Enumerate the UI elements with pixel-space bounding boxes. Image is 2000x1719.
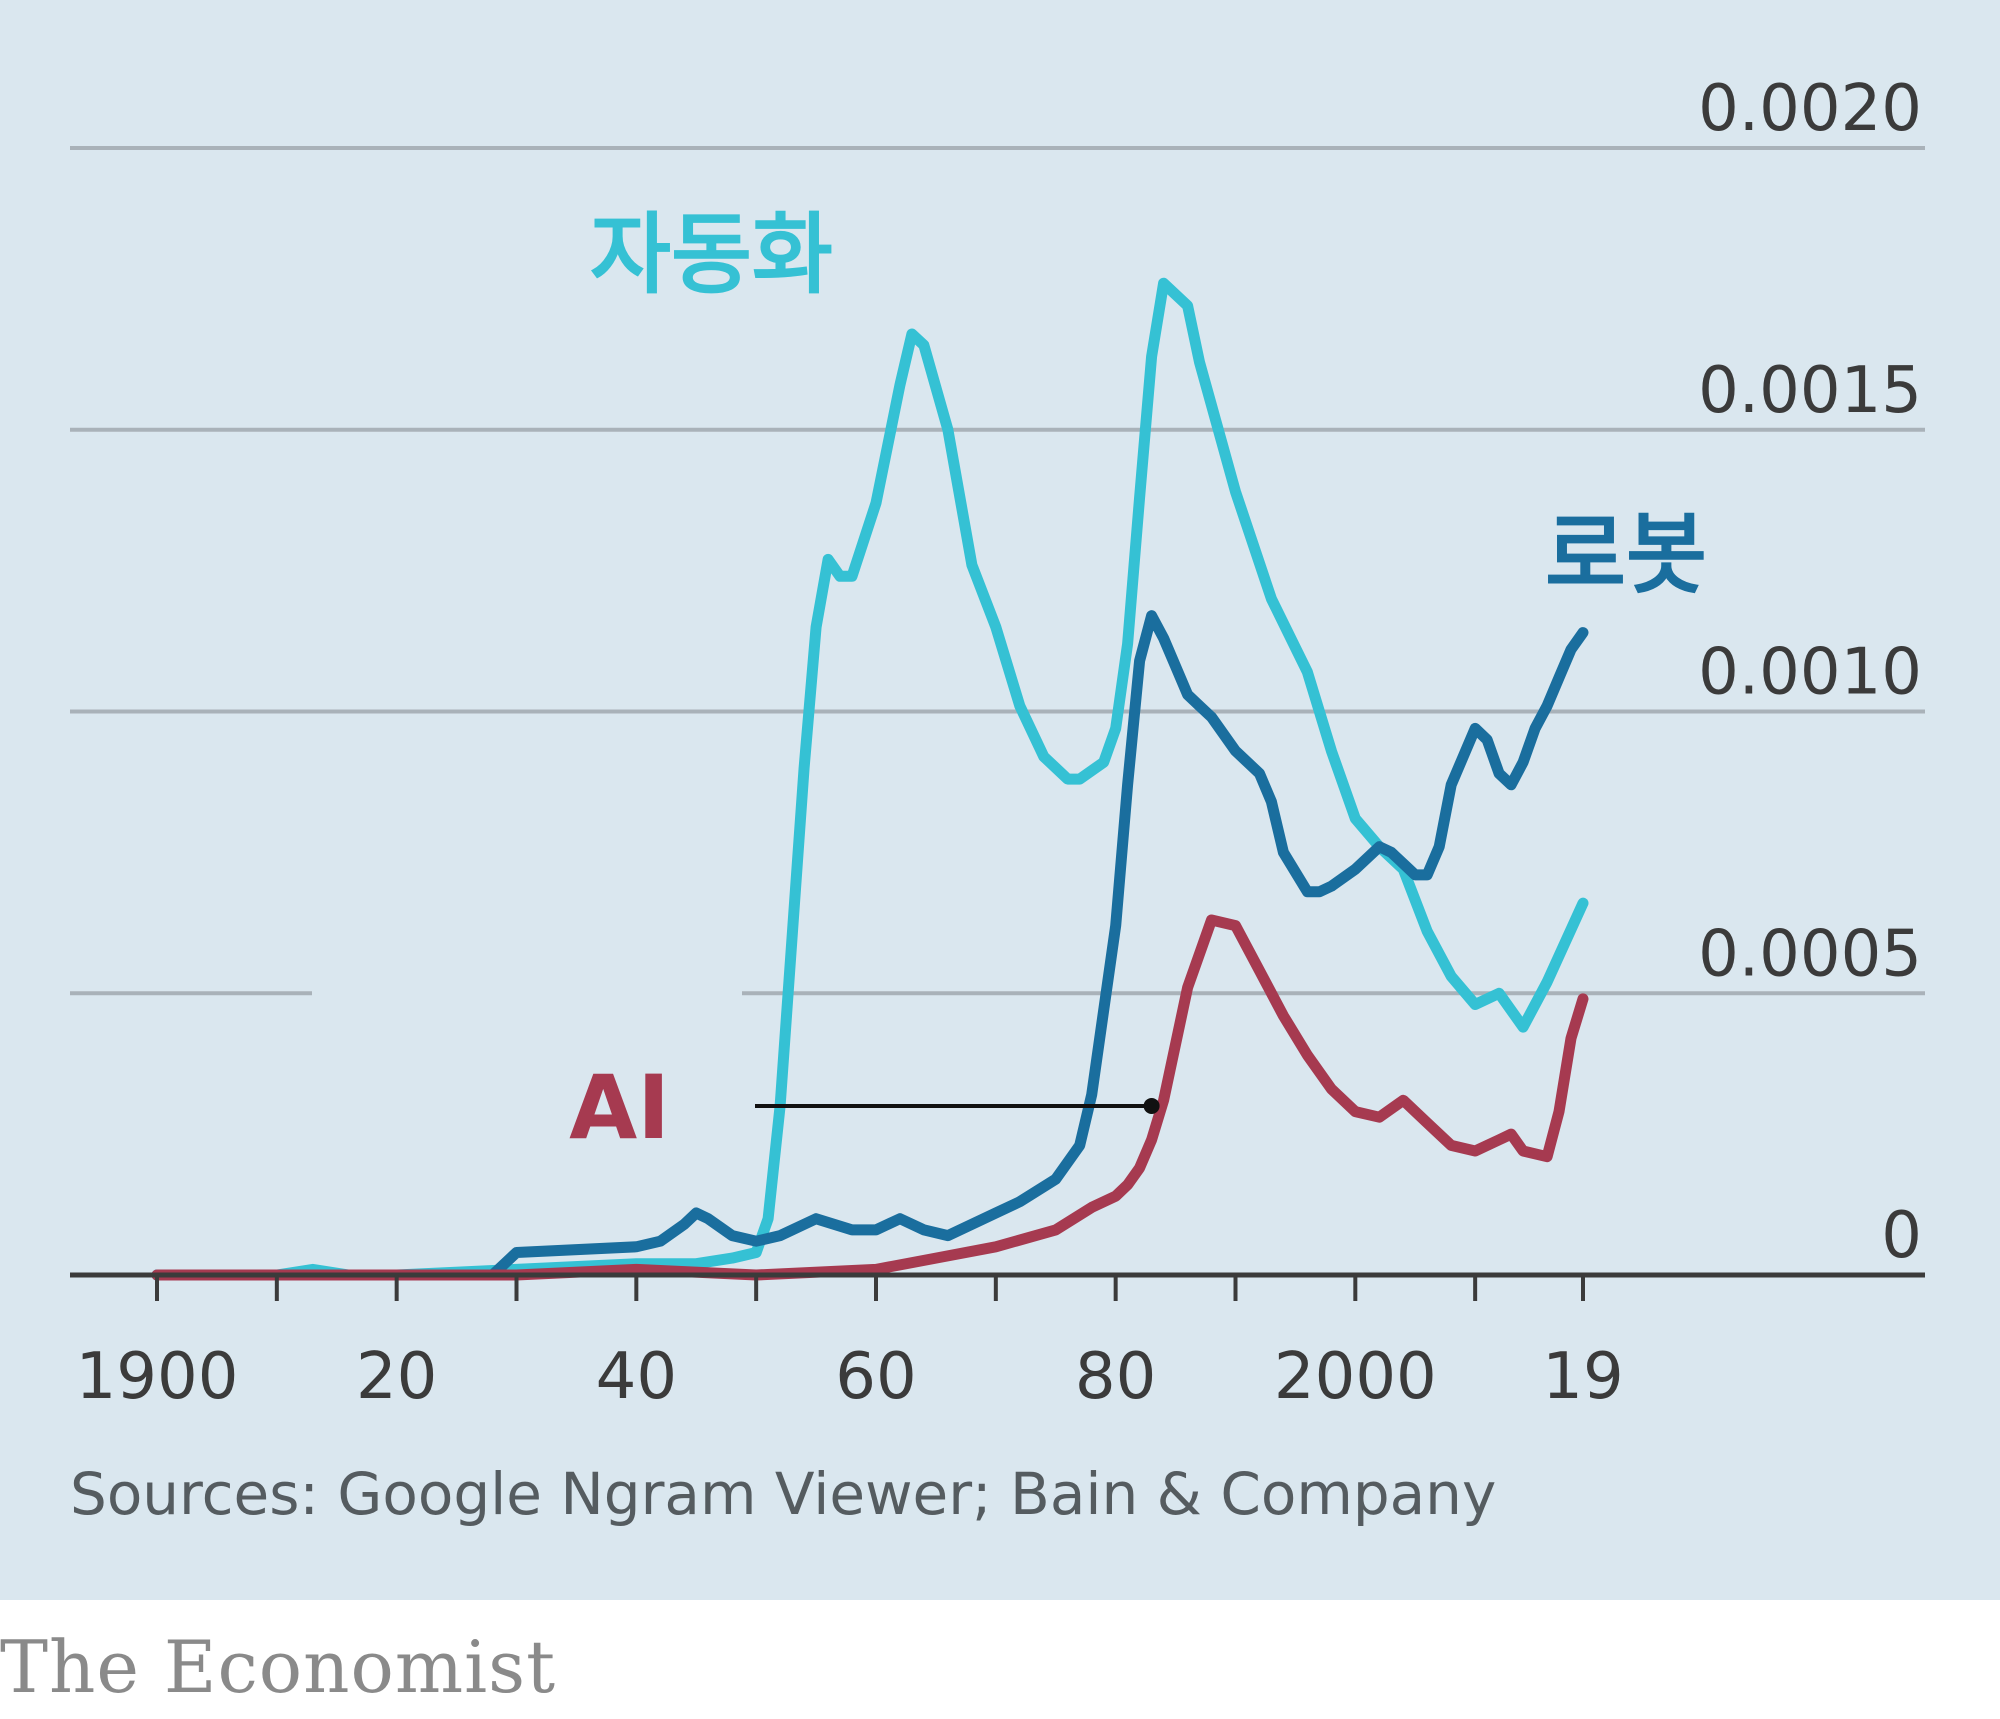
series-line — [151, 914, 1589, 1281]
y-tick-label: 0.0005 — [1698, 917, 1922, 991]
y-tick-label: 0.0010 — [1698, 636, 1922, 710]
series-line — [151, 277, 1589, 1281]
series-label: AI — [569, 1056, 670, 1159]
series-label: 로봇 — [1545, 503, 1707, 606]
x-tick-label: 60 — [835, 1340, 916, 1414]
tick-labels: 0 0.0005 0.0010 0.0015 0.0020 1900 20 40 60 80 200… — [76, 72, 1922, 1414]
x-tick-label: 1900 — [76, 1340, 239, 1414]
source-note: Sources: Google Ngram Viewer; Bain & Com… — [70, 1460, 1497, 1528]
y-tick-label: 0.0015 — [1698, 354, 1922, 428]
x-axis — [70, 1272, 1925, 1301]
x-tick-label: 2000 — [1274, 1340, 1437, 1414]
series-lines — [151, 277, 1589, 1281]
x-tick-label: 40 — [596, 1340, 677, 1414]
x-tick-label: 20 — [356, 1340, 437, 1414]
y-tick-label: 0.0020 — [1698, 72, 1922, 146]
chart-panel: 0 0.0005 0.0010 0.0015 0.0020 1900 20 40 60 80 200… — [0, 0, 2000, 1600]
brand-logo: The Economist — [0, 1625, 557, 1709]
x-tick-label: 80 — [1075, 1340, 1156, 1414]
x-tick-label: 19 — [1542, 1340, 1623, 1414]
annotation-dot — [1143, 1097, 1160, 1114]
y-tick-label: 0 — [1881, 1199, 1922, 1273]
grid-lines — [70, 146, 1925, 996]
series-label: 자동화 — [590, 203, 833, 306]
line-chart: 0 0.0005 0.0010 0.0015 0.0020 1900 20 40 60 80 200… — [70, 72, 1925, 1414]
series-line — [151, 610, 1589, 1281]
